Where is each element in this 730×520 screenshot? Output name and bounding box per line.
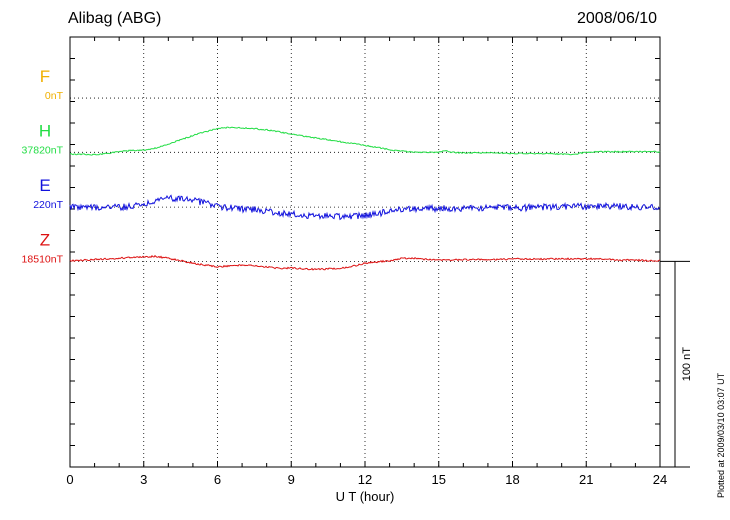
series-baseline-F: 0nT xyxy=(45,90,64,102)
x-tick-label: 24 xyxy=(653,472,667,487)
x-tick-label: 0 xyxy=(66,472,73,487)
series-baseline-E: 220nT xyxy=(33,199,63,211)
series-name-Z: Z xyxy=(40,230,50,249)
x-tick-label: 12 xyxy=(358,472,372,487)
x-tick-label: 15 xyxy=(432,472,446,487)
series-name-F: F xyxy=(40,67,50,86)
x-tick-label: 9 xyxy=(288,472,295,487)
x-tick-label: 6 xyxy=(214,472,221,487)
x-axis-label: U T (hour) xyxy=(336,489,395,504)
grid xyxy=(70,37,660,467)
series-line-Z xyxy=(69,254,661,271)
x-tick-label: 3 xyxy=(140,472,147,487)
series-baseline-H: 37820nT xyxy=(22,144,64,156)
series-labels: F 0nT H 37820nT E 220nT Z 18510nT xyxy=(22,67,64,265)
scale-bar: 100 nT xyxy=(660,260,693,468)
x-tick-label: 18 xyxy=(505,472,519,487)
x-tick-label: 21 xyxy=(579,472,593,487)
series-name-E: E xyxy=(39,176,50,195)
series-line-H xyxy=(69,126,661,156)
series-lines xyxy=(69,126,661,271)
scale-bar-label: 100 nT xyxy=(681,347,693,382)
station-title: Alibag (ABG) xyxy=(68,10,162,27)
series-line-E xyxy=(69,194,661,221)
series-baseline-Z: 18510nT xyxy=(22,253,64,265)
series-name-H: H xyxy=(39,121,51,140)
date-title: 2008/06/10 xyxy=(577,10,658,27)
plotted-timestamp: Plotted at 2009/03/10 03:07 UT xyxy=(716,372,726,498)
axis-ticks: 0 3 6 9 12 15 18 21 24 xyxy=(66,36,667,487)
